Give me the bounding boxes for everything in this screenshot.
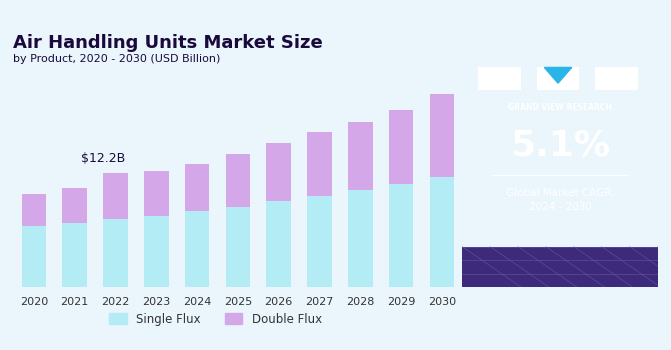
Legend: Single Flux, Double Flux: Single Flux, Double Flux (105, 308, 327, 330)
Bar (225, 154, 250, 207)
Bar (429, 94, 454, 177)
Bar (348, 122, 372, 190)
Bar (389, 110, 413, 184)
Text: Source:
www.grandviewresearch.com: Source: www.grandviewresearch.com (478, 251, 618, 271)
Text: Air Handling Units Market Size: Air Handling Units Market Size (13, 34, 323, 52)
Bar (103, 173, 127, 219)
Bar (185, 164, 209, 211)
FancyBboxPatch shape (537, 68, 580, 90)
FancyBboxPatch shape (595, 68, 638, 90)
Text: $12.2B: $12.2B (81, 152, 125, 165)
Bar (62, 188, 87, 223)
Bar (21, 194, 46, 226)
Bar (266, 143, 291, 201)
Bar (307, 196, 331, 287)
Bar (144, 171, 168, 216)
Bar (21, 226, 46, 287)
Bar (307, 132, 331, 196)
Text: 5.1%: 5.1% (510, 129, 610, 163)
Bar (144, 216, 168, 287)
Bar (348, 190, 372, 287)
Bar (225, 207, 250, 287)
Bar (389, 184, 413, 287)
Bar (429, 177, 454, 287)
Text: Global Market CAGR,
2024 - 2030: Global Market CAGR, 2024 - 2030 (505, 188, 615, 212)
FancyBboxPatch shape (478, 68, 521, 90)
FancyBboxPatch shape (462, 247, 658, 287)
Bar (266, 201, 291, 287)
Text: GRAND VIEW RESEARCH: GRAND VIEW RESEARCH (508, 103, 612, 112)
Bar (62, 223, 87, 287)
Polygon shape (544, 68, 572, 83)
Bar (103, 219, 127, 287)
Text: by Product, 2020 - 2030 (USD Billion): by Product, 2020 - 2030 (USD Billion) (13, 54, 221, 64)
Bar (185, 211, 209, 287)
